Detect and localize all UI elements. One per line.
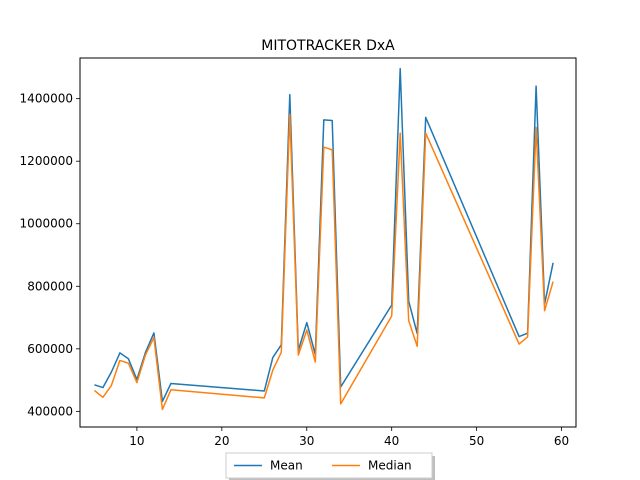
legend-label-mean: Mean bbox=[270, 459, 303, 473]
x-tick-label: 40 bbox=[384, 434, 399, 448]
y-tick-label: 1000000 bbox=[20, 217, 73, 231]
legend: Mean Median bbox=[225, 452, 435, 480]
y-tick-label: 400000 bbox=[27, 404, 73, 418]
axes: 10 20 30 40 50 60 400000 600000 800000 1000000 120… bbox=[20, 92, 570, 448]
chart-title: MITOTRACKER DxA bbox=[261, 38, 395, 54]
y-tick-label: 1400000 bbox=[20, 92, 73, 106]
x-tick-label: 60 bbox=[554, 434, 569, 448]
x-tick-label: 20 bbox=[214, 434, 229, 448]
plot-frame bbox=[79, 57, 577, 428]
y-tick-label: 600000 bbox=[27, 342, 73, 356]
plot-area bbox=[93, 67, 554, 411]
x-tick-label: 30 bbox=[299, 434, 314, 448]
y-tick-label: 1200000 bbox=[20, 154, 73, 168]
legend-label-median: Median bbox=[368, 459, 412, 473]
x-tick-label: 50 bbox=[469, 434, 484, 448]
series-line-mean bbox=[94, 67, 554, 403]
y-tick-label: 800000 bbox=[27, 279, 73, 293]
series-line-median bbox=[93, 113, 554, 411]
x-tick-label: 10 bbox=[129, 434, 144, 448]
